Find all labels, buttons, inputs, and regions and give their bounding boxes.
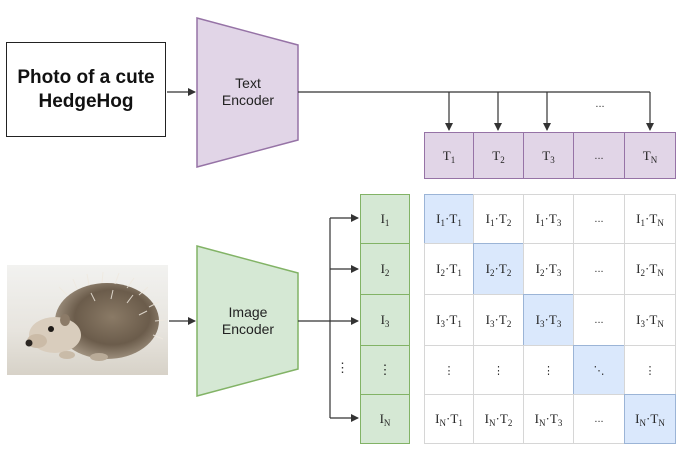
image-encoder-label-line2: Encoder — [221, 321, 275, 337]
matrix-cell-r3-c3: I3·T3 — [523, 294, 574, 346]
input-text-box: Photo of a cute HedgeHog — [6, 42, 166, 137]
matrix-cell-r4-c3: ⋮ — [523, 345, 574, 395]
matrix-cell-r5-c2: IN·T2 — [473, 394, 524, 444]
hedgehog-photo — [7, 265, 168, 375]
matrix-cell-r5-c3: IN·T3 — [523, 394, 574, 444]
matrix-cell-r1-c1: I1·T1 — [424, 194, 474, 244]
top-arrows-ellipsis: ... — [595, 98, 605, 110]
matrix-cell-r5-c1: IN·T1 — [424, 394, 474, 444]
matrix-cell-r4-c4: ⋱ — [573, 345, 625, 395]
image-embedding-i2: I2 — [360, 243, 410, 295]
matrix-cell-r4-c1: ⋮ — [424, 345, 474, 395]
input-text-line1: Photo of a cute — [17, 66, 155, 88]
matrix-cell-r4-c5: ⋮ — [624, 345, 676, 395]
text-embedding-t1: T1 — [424, 132, 474, 179]
text-encoder-label-line1: Text — [235, 75, 261, 91]
matrix-cell-r2-c2: I2·T2 — [473, 243, 524, 295]
text-encoder-label: Text Encoder — [208, 75, 288, 109]
matrix-cell-r3-c5: I3·TN — [624, 294, 676, 346]
image-embedding-ellipsis: ⋮ — [360, 345, 410, 395]
image-embedding-i3: I3 — [360, 294, 410, 346]
text-encoder-label-line2: Encoder — [221, 92, 275, 108]
text-embedding-ellipsis: ... — [573, 132, 625, 179]
matrix-cell-r5-c5: IN·TN — [624, 394, 676, 444]
matrix-cell-r1-c4: ... — [573, 194, 625, 244]
image-embedding-in: IN — [360, 394, 410, 444]
matrix-cell-r3-c1: I3·T1 — [424, 294, 474, 346]
input-text-line2: HedgeHog — [38, 90, 134, 112]
matrix-cell-r1-c2: I1·T2 — [473, 194, 524, 244]
text-encoder-shape — [196, 17, 299, 168]
matrix-cell-r2-c1: I2·T1 — [424, 243, 474, 295]
matrix-cell-r3-c2: I3·T2 — [473, 294, 524, 346]
image-encoder-label: Image Encoder — [208, 304, 288, 338]
matrix-cell-r3-c4: ... — [573, 294, 625, 346]
text-embedding-t2: T2 — [473, 132, 524, 179]
matrix-cell-r2-c4: ... — [573, 243, 625, 295]
image-embedding-i1: I1 — [360, 194, 410, 244]
text-embedding-tn: TN — [624, 132, 676, 179]
matrix-cell-r2-c3: I2·T3 — [523, 243, 574, 295]
image-encoder-shape — [196, 245, 299, 397]
matrix-cell-r1-c3: I1·T3 — [523, 194, 574, 244]
matrix-cell-r2-c5: I2·TN — [624, 243, 676, 295]
matrix-cell-r5-c4: ... — [573, 394, 625, 444]
image-encoder-label-line1: Image — [228, 304, 268, 320]
left-arrows-ellipsis: ⋮ — [336, 360, 349, 375]
matrix-cell-r1-c5: I1·TN — [624, 194, 676, 244]
text-embedding-t3: T3 — [523, 132, 574, 179]
matrix-cell-r4-c2: ⋮ — [473, 345, 524, 395]
